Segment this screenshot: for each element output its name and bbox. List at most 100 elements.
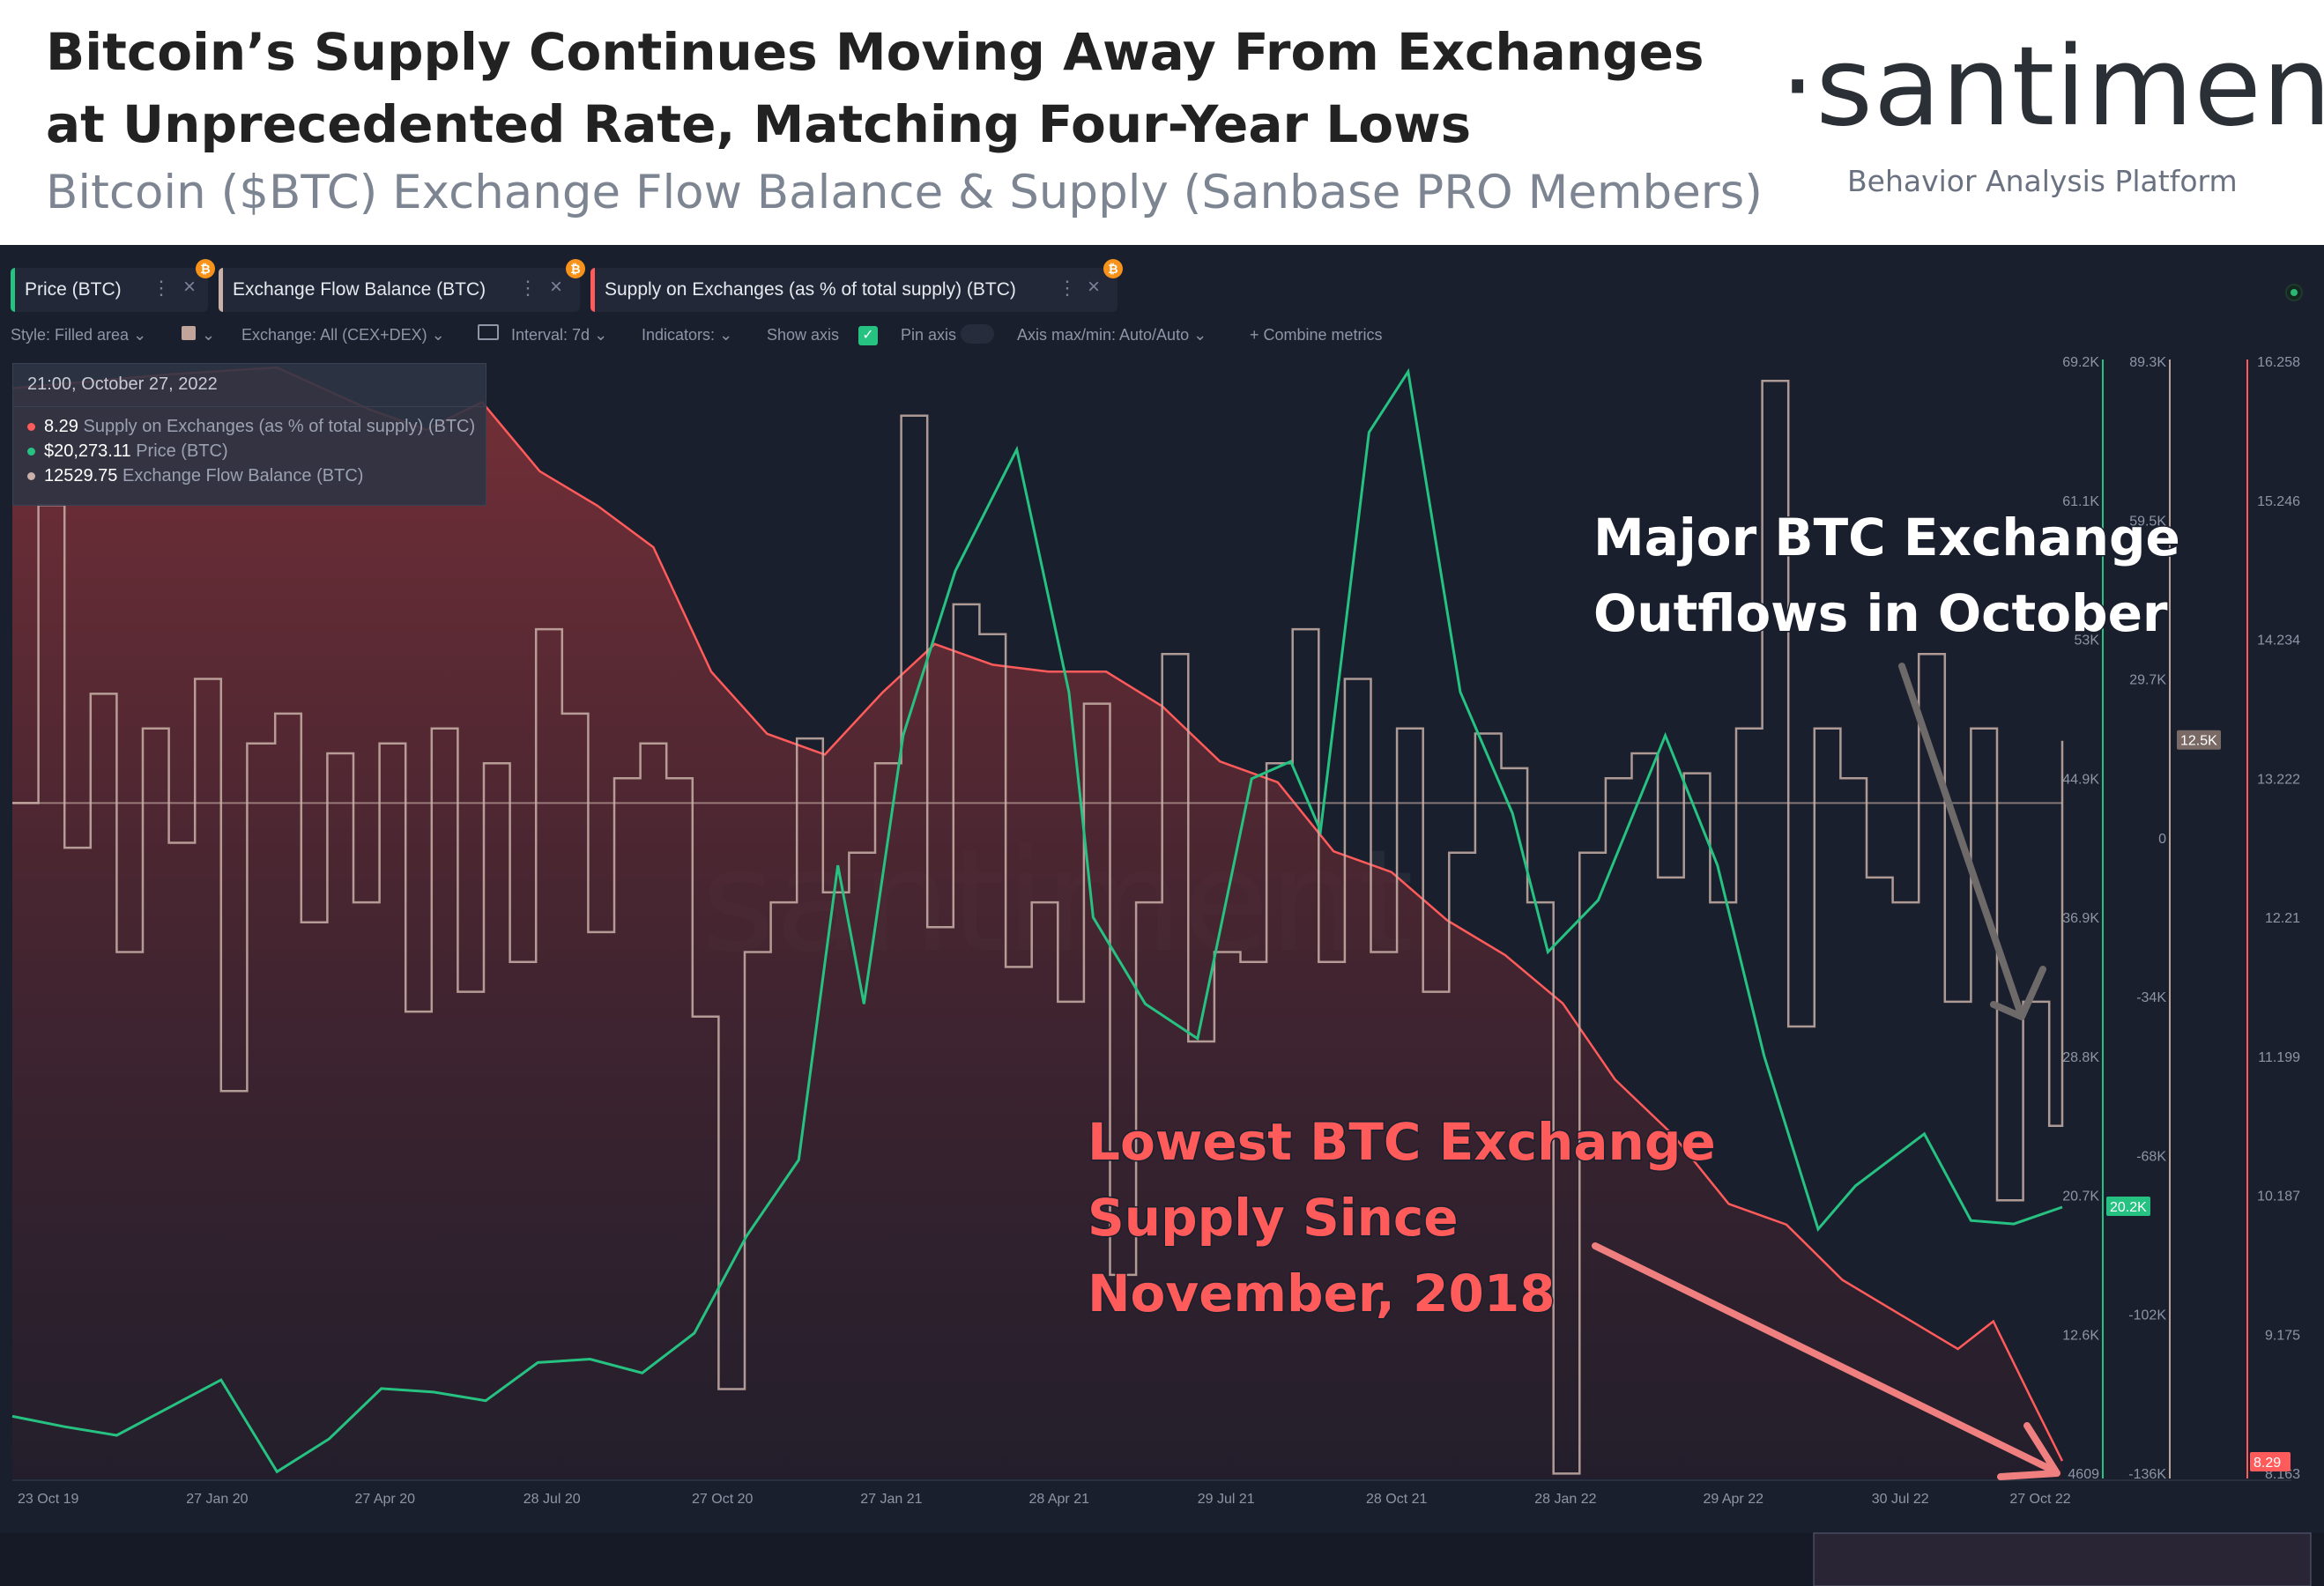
chevron-down-icon: ⌄	[719, 326, 733, 344]
chart-panel: santiment69.2K61.1K53K44.9K36.9K28.8K20.…	[0, 245, 2324, 1586]
chevron-down-icon[interactable]: ⌄	[202, 326, 216, 344]
color-swatch[interactable]	[182, 326, 196, 340]
chevron-down-icon: ⌄	[594, 326, 608, 344]
flow-axis-tick: 0	[2158, 832, 2166, 847]
close-icon[interactable]: ×	[183, 275, 197, 299]
supply-current-badge: 8.29	[2253, 1456, 2281, 1471]
tooltip-value: $20,273.11	[44, 441, 131, 461]
bitcoin-icon: ₿	[1103, 259, 1123, 278]
metric-tab-supply-on-exchanges[interactable]: Supply on Exchanges (as % of total suppl…	[590, 259, 1123, 312]
price-axis-tick: 28.8K	[2062, 1050, 2099, 1065]
close-icon[interactable]: ×	[550, 275, 563, 299]
title-line-2: at Unprecedented Rate, Matching Four-Yea…	[46, 94, 1472, 154]
calendar-icon	[478, 324, 499, 340]
supply-axis-tick: 14.234	[2257, 634, 2300, 648]
axis-minmax-label: Axis max/min: Auto/Auto	[1017, 326, 1190, 344]
metric-tab-label: Supply on Exchanges (as % of total suppl…	[605, 279, 1016, 300]
style-selector[interactable]: Style: Filled area ⌄	[11, 326, 146, 345]
x-axis-tick: 27 Oct 22	[2009, 1492, 2070, 1507]
lowest-arrowhead	[1997, 1422, 2060, 1480]
metric-color-bar	[11, 268, 15, 312]
metric-tab-price[interactable]: Price (BTC) ⋮ × ₿	[11, 259, 215, 312]
flow-axis-tick: 89.3K	[2129, 355, 2166, 370]
price-line	[11, 367, 2063, 1474]
price-current-badge-bg	[2106, 1197, 2150, 1217]
metrics-toolbar: Price (BTC) ⋮ × ₿ Exchange Flow Balance …	[0, 254, 2324, 312]
exchange-selector[interactable]: Exchange: All (CEX+DEX) ⌄	[241, 326, 445, 345]
chart-svg: santiment69.2K61.1K53K44.9K36.9K28.8K20.…	[0, 355, 2324, 1586]
metric-tab-flow-balance[interactable]: Exchange Flow Balance (BTC) ⋮ × ₿	[219, 259, 585, 312]
tooltip-date: 21:00, October 27, 2022	[27, 374, 218, 394]
show-axis-checkbox[interactable]: ✓	[858, 326, 878, 345]
flow-balance-line	[12, 379, 2064, 1475]
indicators-label: Indicators:	[642, 326, 716, 344]
x-axis-tick: 27 Apr 20	[355, 1492, 416, 1507]
chevron-down-icon: ⌄	[1193, 326, 1207, 344]
metric-color-bar	[590, 268, 595, 312]
indicators-selector[interactable]: Indicators: ⌄	[642, 326, 732, 345]
combine-metrics-button[interactable]: + Combine metrics	[1250, 326, 1383, 344]
more-options-icon[interactable]: ⋮	[152, 277, 171, 299]
flow-current-badge-bg	[2177, 730, 2221, 750]
x-axis-tick: 29 Apr 22	[1704, 1492, 1764, 1507]
supply-area	[12, 367, 2062, 1479]
show-axis-label: Show axis	[767, 326, 840, 344]
x-axis-tick: 28 Oct 21	[1366, 1492, 1427, 1507]
x-axis-tick: 27 Jan 20	[186, 1492, 248, 1507]
close-icon[interactable]: ×	[1088, 275, 1101, 299]
flow-axis-tick: -136K	[2128, 1467, 2166, 1482]
x-axis-tick: 28 Apr 21	[1029, 1492, 1090, 1507]
flow-axis-tick: 29.7K	[2129, 673, 2166, 688]
supply-axis-tick: 15.246	[2257, 494, 2300, 509]
lowest-annotation-line3: November, 2018	[1088, 1264, 1556, 1323]
flow-current-badge: 12.5K	[2180, 734, 2217, 749]
page-title: Bitcoin’s Supply Continues Moving Away F…	[46, 16, 1720, 160]
flow-axis-tick: -102K	[2128, 1308, 2166, 1323]
price-axis-tick: 69.2K	[2062, 355, 2099, 370]
more-options-icon[interactable]: ⋮	[1058, 277, 1077, 299]
live-status-icon	[2285, 284, 2303, 301]
lowest-arrow	[1592, 1242, 2059, 1475]
price-axis-tick: 61.1K	[2062, 494, 2099, 509]
interval-label: Interval: 7d	[511, 326, 590, 344]
chart-settings-bar: Style: Filled area ⌄ ⌄ Exchange: All (CE…	[0, 321, 2324, 351]
title-line-1: Bitcoin’s Supply Continues Moving Away F…	[46, 22, 1704, 82]
page-subtitle: Bitcoin ($BTC) Exchange Flow Balance & S…	[46, 166, 1763, 219]
flow-axis-tick: -68K	[2136, 1149, 2166, 1164]
chart-tooltip: 21:00, October 27, 2022 8.29 Supply on E…	[12, 363, 486, 506]
header: Bitcoin’s Supply Continues Moving Away F…	[0, 0, 2324, 245]
bitcoin-icon: ₿	[566, 259, 585, 278]
outflows-annotation-line2: Outflows in October	[1593, 583, 2168, 643]
interval-selector[interactable]: Interval: 7d ⌄	[511, 326, 607, 345]
legend-dot	[27, 448, 35, 456]
more-options-icon[interactable]: ⋮	[518, 277, 538, 299]
metric-color-bar	[219, 268, 223, 312]
price-axis-tick: 36.9K	[2062, 911, 2099, 926]
navigator-window	[1813, 1532, 2312, 1586]
tooltip-row-price: $20,273.11 Price (BTC)	[27, 441, 228, 462]
supply-axis-tick: 13.222	[2257, 772, 2300, 787]
outflows-annotation-line1: Major BTC Exchange	[1593, 508, 2180, 567]
lowest-annotation-line2: Supply Since	[1088, 1188, 1459, 1248]
tooltip-label: Price (BTC)	[136, 441, 228, 461]
bitcoin-icon: ₿	[196, 259, 215, 278]
pin-axis-label[interactable]: Pin axis	[901, 326, 957, 344]
legend-dot	[27, 472, 35, 481]
style-label: Style: Filled area	[11, 326, 130, 344]
outflows-arrow	[1898, 663, 2023, 1015]
price-axis-tick: 44.9K	[2062, 772, 2099, 787]
supply-axis-tick: 12.21	[2265, 911, 2300, 926]
tooltip-label: Exchange Flow Balance (BTC)	[122, 466, 364, 485]
axis-minmax-selector[interactable]: Axis max/min: Auto/Auto ⌄	[1017, 326, 1207, 345]
price-axis-tick: 53K	[2075, 634, 2100, 648]
pin-axis-toggle[interactable]	[961, 324, 994, 344]
tooltip-label: Supply on Exchanges (as % of total suppl…	[83, 417, 476, 436]
supply-axis-tick: 11.199	[2258, 1050, 2300, 1065]
metric-tab-label: Price (BTC)	[25, 279, 122, 300]
flow-axis-tick: -34K	[2136, 990, 2166, 1005]
legend-dot	[27, 423, 35, 432]
x-axis-tick: 30 Jul 22	[1872, 1492, 1929, 1507]
supply-axis-tick: 9.175	[2265, 1328, 2300, 1343]
price-axis-tick: 4609	[2068, 1467, 2099, 1482]
x-axis-tick: 28 Jan 22	[1534, 1492, 1596, 1507]
